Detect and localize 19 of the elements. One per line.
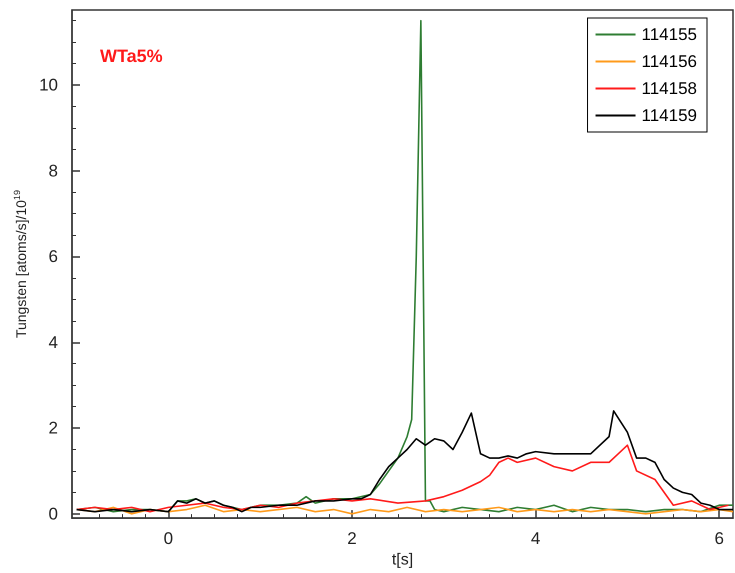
legend-label: 114158	[642, 79, 698, 98]
x-tick-label: 2	[347, 529, 357, 548]
y-tick-label: 2	[48, 418, 58, 438]
text: WTa5%	[100, 46, 163, 66]
x-tick-label: 6	[714, 529, 724, 548]
line-series	[76, 444, 730, 512]
x-tick-label: 4	[530, 529, 540, 548]
line-series	[76, 410, 734, 512]
legend-label: 114155	[642, 25, 698, 44]
x-tick-label: 0	[164, 529, 174, 548]
y-tick-label: 0	[48, 504, 58, 524]
legend-label: 114156	[642, 52, 698, 71]
y-tick-label: 6	[48, 247, 58, 266]
y-tick-label: 8	[48, 161, 58, 180]
legend-label: 114159	[642, 106, 698, 125]
y-axis-title: Tungsten [atoms/s]/1019	[12, 190, 30, 338]
y-tick-label: 10	[39, 76, 58, 95]
y-tick-label: 4	[48, 332, 58, 352]
x-axis-title: t[s]	[392, 552, 414, 568]
